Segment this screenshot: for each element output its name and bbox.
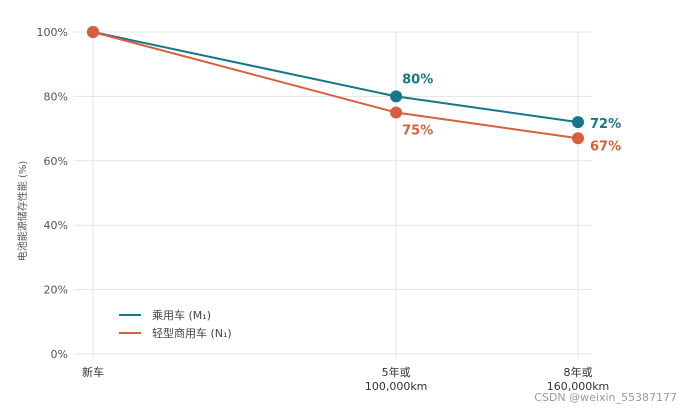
- x-tick-label: 160,000km: [547, 380, 610, 393]
- y-tick-label: 20%: [44, 284, 68, 297]
- data-point: [572, 116, 584, 129]
- legend-label: 乘用车 (M₁): [152, 308, 211, 322]
- y-tick-label: 80%: [44, 90, 68, 103]
- data-point: [572, 132, 584, 145]
- legend-label: 轻型商用车 (N₁): [152, 326, 232, 340]
- series-line: [92, 31, 579, 124]
- x-tick-label: 100,000km: [365, 380, 428, 393]
- y-tick-label: 100%: [37, 26, 68, 39]
- data-label: 75%: [402, 124, 433, 139]
- data-point: [87, 26, 99, 38]
- data-label: 67%: [590, 139, 621, 154]
- x-tick-label: 新车: [82, 365, 104, 379]
- x-tick-label: 8年或: [564, 365, 593, 379]
- y-tick-label: 0%: [51, 348, 68, 361]
- data-point: [390, 90, 403, 103]
- y-tick-label: 40%: [44, 219, 68, 232]
- x-tick-label: 5年或: [382, 365, 411, 379]
- y-tick-label: 60%: [44, 155, 68, 168]
- data-label: 80%: [402, 72, 433, 87]
- watermark: CSDN @weixin_55387177: [534, 391, 677, 404]
- y-axis-label: 电池能源储存性能 (%): [16, 161, 29, 262]
- legend: 乘用车 (M₁) 轻型商用车 (N₁): [119, 308, 232, 340]
- data-point: [390, 106, 403, 119]
- data-label: 72%: [590, 117, 621, 132]
- series: 80% 72% 75% 67%: [87, 26, 621, 154]
